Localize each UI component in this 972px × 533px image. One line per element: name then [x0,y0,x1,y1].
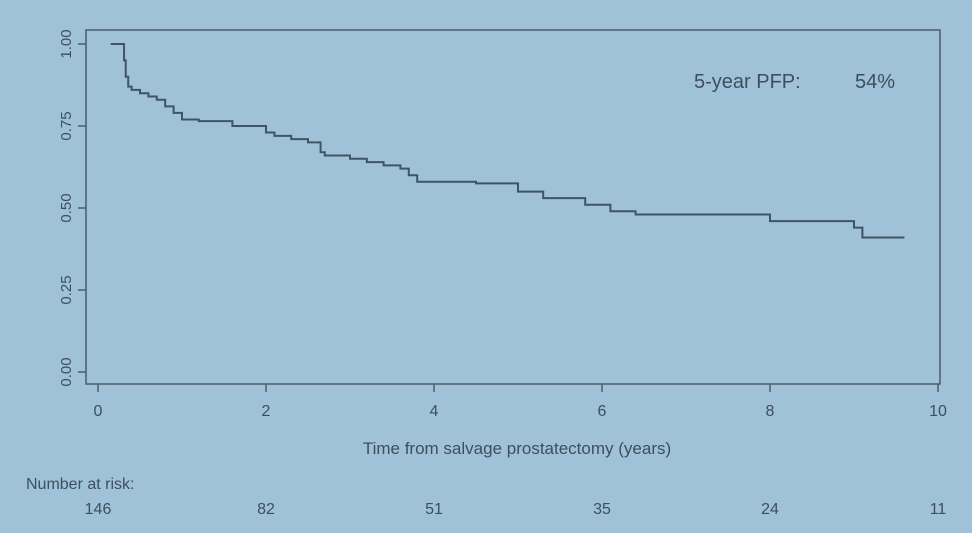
survival-curve [110,43,905,239]
risk-count: 146 [85,501,112,518]
x-axis-label: Time from salvage prostatectomy (years) [363,439,671,458]
x-tick-label: 6 [598,403,607,420]
x-tick-label: 4 [430,403,439,420]
risk-count: 35 [593,501,611,518]
risk-count: 24 [761,501,779,518]
y-tick-label: 0.00 [58,357,75,386]
risk-count: 82 [257,501,275,518]
y-tick-label: 0.25 [58,275,75,304]
plot-frame [85,29,941,385]
risk-count: 51 [425,501,443,518]
y-tick-label: 0.50 [58,193,75,222]
x-tick-label: 8 [766,403,775,420]
y-tick-label: 1.00 [58,29,75,58]
risk-table-label: Number at risk: [26,476,134,493]
annotation-label: 5-year PFP: [694,71,801,93]
annotation-value: 54% [855,71,895,93]
y-tick-label: 0.75 [58,111,75,140]
x-tick-label: 0 [94,403,103,420]
risk-count: 11 [930,501,947,518]
x-tick-label: 10 [929,403,947,420]
x-tick-label: 2 [262,403,271,420]
